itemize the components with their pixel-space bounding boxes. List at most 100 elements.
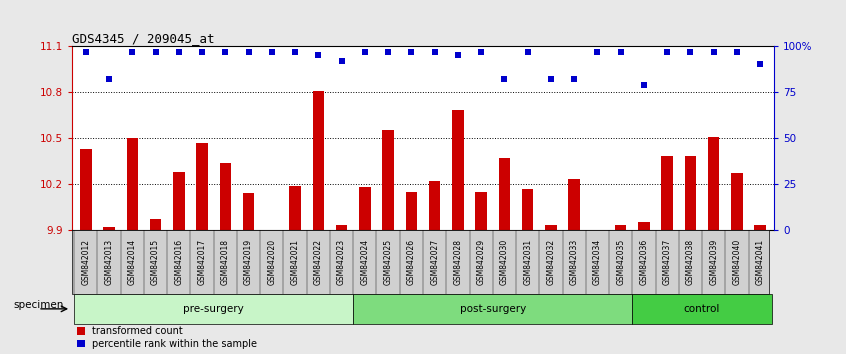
- Point: [730, 49, 744, 55]
- Bar: [220, 162, 231, 230]
- Text: control: control: [684, 304, 720, 314]
- Point: [358, 49, 371, 55]
- Bar: [475, 192, 487, 230]
- Point: [195, 49, 209, 55]
- Bar: [522, 189, 534, 230]
- Point: [149, 49, 162, 55]
- Bar: [684, 156, 696, 230]
- Text: GSM842029: GSM842029: [476, 239, 486, 285]
- Bar: [196, 143, 208, 230]
- Bar: [127, 138, 138, 230]
- Bar: [289, 185, 301, 230]
- Point: [497, 76, 511, 82]
- Point: [475, 49, 488, 55]
- Bar: [591, 230, 603, 233]
- Point: [242, 49, 255, 55]
- Point: [428, 49, 442, 55]
- Point: [754, 62, 767, 67]
- Text: GSM842037: GSM842037: [662, 239, 672, 285]
- Text: GSM842035: GSM842035: [616, 239, 625, 285]
- Text: GSM842030: GSM842030: [500, 239, 509, 285]
- Bar: [405, 192, 417, 230]
- Point: [311, 52, 325, 58]
- Bar: [150, 219, 162, 230]
- Text: GSM842012: GSM842012: [81, 239, 91, 285]
- Bar: [266, 230, 277, 233]
- Bar: [731, 173, 743, 230]
- Text: GSM842016: GSM842016: [174, 239, 184, 285]
- Point: [614, 49, 628, 55]
- Text: GSM842034: GSM842034: [593, 239, 602, 285]
- Text: GSM842033: GSM842033: [569, 239, 579, 285]
- Point: [684, 49, 697, 55]
- Text: GSM842027: GSM842027: [430, 239, 439, 285]
- Text: GSM842022: GSM842022: [314, 239, 323, 285]
- Bar: [80, 149, 91, 230]
- Bar: [755, 225, 766, 230]
- Point: [172, 49, 185, 55]
- FancyBboxPatch shape: [74, 294, 354, 324]
- Bar: [336, 225, 348, 230]
- Bar: [243, 193, 255, 230]
- Bar: [638, 222, 650, 230]
- Bar: [312, 91, 324, 230]
- Bar: [615, 225, 626, 230]
- Point: [125, 49, 139, 55]
- Bar: [545, 225, 557, 230]
- Bar: [103, 227, 115, 230]
- Text: GSM842028: GSM842028: [453, 239, 463, 285]
- Text: GSM842019: GSM842019: [244, 239, 253, 285]
- Point: [288, 49, 302, 55]
- Point: [265, 49, 278, 55]
- Point: [451, 52, 464, 58]
- Point: [661, 49, 674, 55]
- Text: GSM842013: GSM842013: [105, 239, 113, 285]
- FancyBboxPatch shape: [72, 230, 770, 294]
- Point: [568, 76, 581, 82]
- Bar: [662, 156, 673, 230]
- Bar: [569, 179, 580, 230]
- Text: GSM842024: GSM842024: [360, 239, 370, 285]
- Bar: [359, 187, 371, 230]
- Text: GSM842039: GSM842039: [709, 239, 718, 285]
- Point: [707, 49, 721, 55]
- Point: [404, 49, 418, 55]
- Text: GSM842031: GSM842031: [523, 239, 532, 285]
- Bar: [429, 181, 441, 230]
- Point: [591, 49, 604, 55]
- Text: GSM842026: GSM842026: [407, 239, 416, 285]
- Text: specimen: specimen: [13, 300, 63, 310]
- FancyBboxPatch shape: [632, 294, 772, 324]
- Point: [637, 82, 651, 87]
- Text: GSM842018: GSM842018: [221, 239, 230, 285]
- Text: GSM842038: GSM842038: [686, 239, 695, 285]
- Point: [544, 76, 558, 82]
- Text: GSM842041: GSM842041: [755, 239, 765, 285]
- Point: [521, 49, 535, 55]
- Text: pre-surgery: pre-surgery: [184, 304, 244, 314]
- Point: [382, 49, 395, 55]
- Legend: transformed count, percentile rank within the sample: transformed count, percentile rank withi…: [77, 326, 257, 349]
- Point: [79, 49, 92, 55]
- Point: [102, 76, 116, 82]
- Point: [335, 58, 349, 64]
- Text: GSM842015: GSM842015: [151, 239, 160, 285]
- Bar: [382, 130, 394, 230]
- Text: GSM842040: GSM842040: [733, 239, 741, 285]
- Point: [218, 49, 232, 55]
- Text: GSM842025: GSM842025: [383, 239, 393, 285]
- Text: GSM842014: GSM842014: [128, 239, 137, 285]
- Text: post-surgery: post-surgery: [459, 304, 526, 314]
- Bar: [708, 137, 719, 230]
- Bar: [452, 110, 464, 230]
- Text: GSM842036: GSM842036: [640, 239, 648, 285]
- Text: GSM842021: GSM842021: [291, 239, 299, 285]
- Text: GDS4345 / 209045_at: GDS4345 / 209045_at: [72, 32, 214, 45]
- FancyBboxPatch shape: [354, 294, 632, 324]
- Bar: [173, 172, 184, 230]
- Text: GSM842032: GSM842032: [547, 239, 555, 285]
- Bar: [498, 158, 510, 230]
- Text: GSM842020: GSM842020: [267, 239, 277, 285]
- Text: GSM842017: GSM842017: [198, 239, 206, 285]
- Text: GSM842023: GSM842023: [337, 239, 346, 285]
